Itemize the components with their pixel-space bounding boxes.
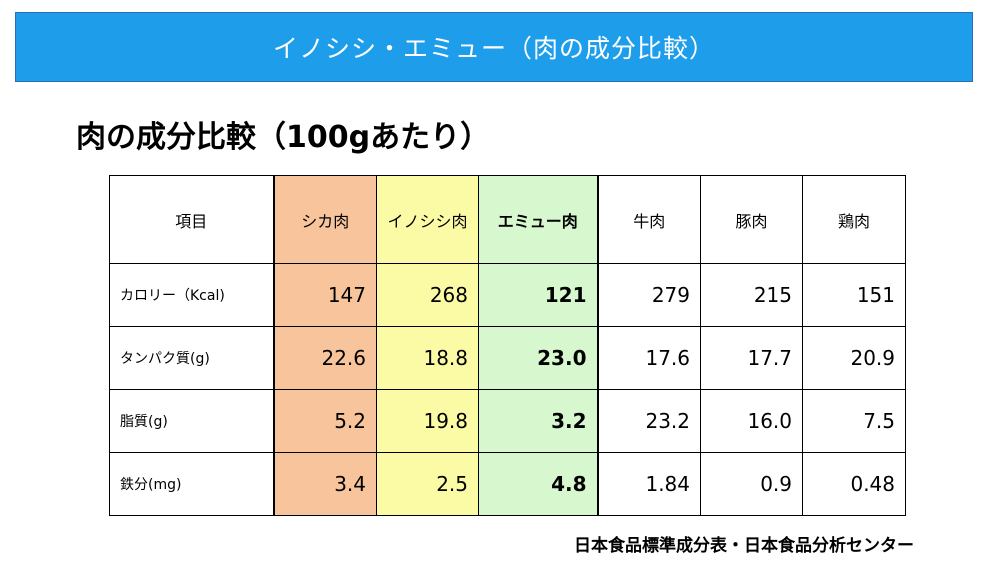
cell-value: 23.2 — [597, 389, 701, 453]
page-title: 肉の成分比較（100gあたり） — [76, 120, 491, 155]
source-credit: 日本食品標準成分表・日本食品分析センター — [574, 536, 914, 556]
cell-value: 147 — [272, 263, 377, 327]
cell-value: 3.4 — [272, 452, 377, 516]
cell-value: 19.8 — [376, 389, 479, 453]
header-chicken: 鶏肉 — [802, 175, 906, 264]
table-row: 脂質(g) 5.2 19.8 3.2 23.2 16.0 7.5 — [109, 389, 906, 453]
cell-value: 17.7 — [700, 326, 803, 390]
cell-value: 7.5 — [802, 389, 906, 453]
row-label-protein: タンパク質(g) — [109, 326, 274, 390]
row-label-calorie: カロリー（Kcal) — [109, 263, 274, 327]
cell-value: 18.8 — [376, 326, 479, 390]
cell-value: 0.48 — [802, 452, 906, 516]
cell-value: 22.6 — [272, 326, 377, 390]
cell-value: 3.2 — [478, 389, 599, 453]
header-pork: 豚肉 — [700, 175, 803, 264]
cell-value: 2.5 — [376, 452, 479, 516]
banner-title: イノシシ・エミュー（肉の成分比較） — [272, 34, 715, 63]
cell-value: 4.8 — [478, 452, 599, 516]
cell-value: 279 — [597, 263, 701, 327]
row-label-fat: 脂質(g) — [109, 389, 274, 453]
table-row: 鉄分(mg) 3.4 2.5 4.8 1.84 0.9 0.48 — [109, 452, 906, 516]
cell-value: 5.2 — [272, 389, 377, 453]
table-row: タンパク質(g) 22.6 18.8 23.0 17.6 17.7 20.9 — [109, 326, 906, 390]
cell-value: 268 — [376, 263, 479, 327]
cell-value: 0.9 — [700, 452, 803, 516]
cell-value: 151 — [802, 263, 906, 327]
table-header-row: 項目 シカ肉 イノシシ肉 エミュー肉 牛肉 豚肉 鶏肉 — [109, 175, 906, 264]
title-banner: イノシシ・エミュー（肉の成分比較） — [15, 12, 973, 82]
header-beef: 牛肉 — [597, 175, 701, 264]
cell-value: 17.6 — [597, 326, 701, 390]
table-row: カロリー（Kcal) 147 268 121 279 215 151 — [109, 263, 906, 327]
cell-value: 1.84 — [597, 452, 701, 516]
nutrition-comparison-table: 項目 シカ肉 イノシシ肉 エミュー肉 牛肉 豚肉 鶏肉 カロリー（Kcal) 1… — [109, 175, 906, 516]
header-item: 項目 — [109, 175, 274, 264]
cell-value: 20.9 — [802, 326, 906, 390]
header-inoshishi: イノシシ肉 — [376, 175, 479, 264]
row-label-iron: 鉄分(mg) — [109, 452, 274, 516]
header-emu: エミュー肉 — [478, 175, 599, 264]
cell-value: 16.0 — [700, 389, 803, 453]
cell-value: 23.0 — [478, 326, 599, 390]
cell-value: 121 — [478, 263, 599, 327]
cell-value: 215 — [700, 263, 803, 327]
header-shika: シカ肉 — [272, 175, 377, 264]
